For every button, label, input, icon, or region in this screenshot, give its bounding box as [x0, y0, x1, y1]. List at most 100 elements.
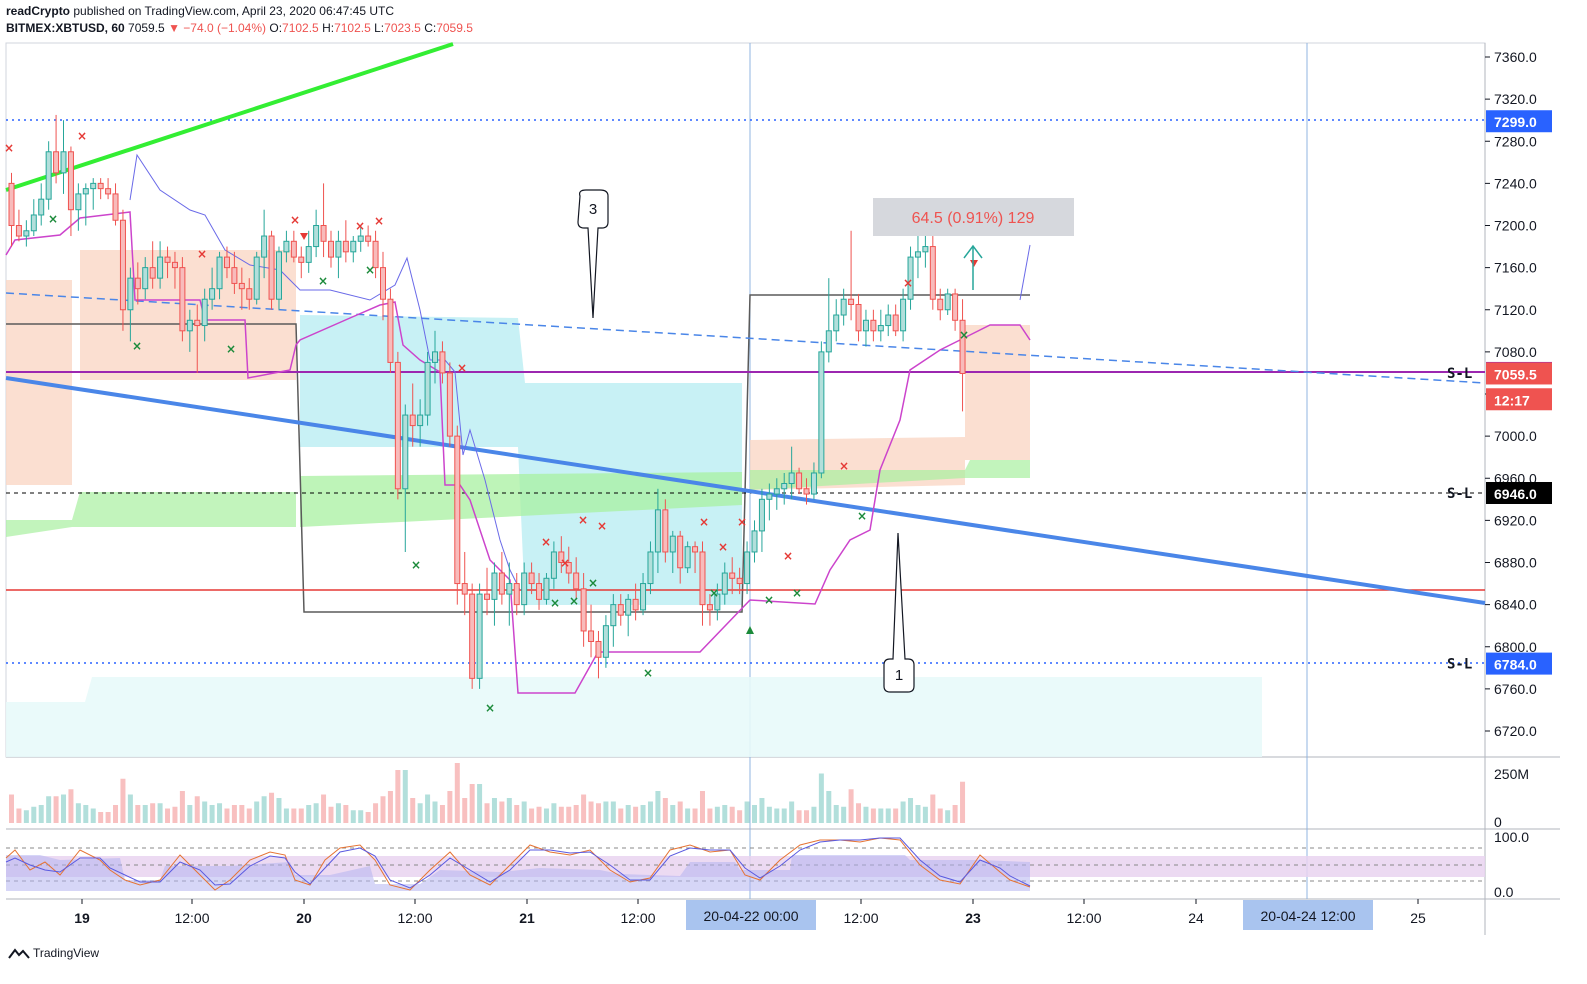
- volume-bar: [462, 798, 468, 823]
- volume-bar: [202, 801, 208, 823]
- measure-arrow: [963, 244, 983, 290]
- candle: [565, 546, 572, 584]
- candle: [580, 573, 587, 647]
- candle: [305, 230, 312, 273]
- candle: [922, 230, 929, 268]
- volume-bar: [365, 812, 371, 823]
- time-tick: 23: [965, 910, 981, 926]
- volume-bar: [31, 806, 37, 823]
- purple-indicator-line: [1019, 244, 1031, 301]
- symbol-label[interactable]: BITMEX:XBTUSD, 60: [6, 21, 125, 35]
- candle: [521, 562, 528, 616]
- time-tick: 25: [1410, 910, 1426, 926]
- candle: [751, 520, 758, 563]
- time-highlight-2[interactable]: [1243, 900, 1373, 930]
- candle: [818, 341, 825, 479]
- osc-fill: [6, 855, 1030, 891]
- candle: [914, 236, 921, 279]
- volume-bar: [610, 801, 616, 823]
- candle: [558, 536, 565, 574]
- sell-marker: ×: [355, 219, 365, 233]
- author-name[interactable]: readCrypto: [6, 4, 71, 18]
- candle: [610, 594, 617, 647]
- candle: [216, 251, 223, 300]
- candle: [885, 304, 892, 337]
- price-tick: 7360.0: [1494, 49, 1537, 65]
- candle: [662, 499, 669, 563]
- candle: [677, 530, 684, 584]
- volume-bar: [848, 789, 854, 823]
- price-label: 7299.0: [1494, 114, 1537, 130]
- candle: [320, 183, 327, 258]
- candle: [513, 573, 520, 616]
- trendline-blue[interactable]: [5, 376, 1486, 605]
- sl-marker: S-L: [1447, 486, 1472, 502]
- cloud-zone-cyan: [300, 315, 742, 605]
- volume-bar: [529, 808, 535, 823]
- volume-bar: [269, 792, 275, 823]
- candles[interactable]: [8, 114, 966, 689]
- last-price: 7059.5: [128, 21, 165, 35]
- candle: [588, 604, 595, 658]
- volume-bar: [432, 801, 438, 823]
- volume-bar: [781, 808, 787, 823]
- sell-marker: ×: [197, 247, 207, 261]
- volume-bar: [893, 808, 899, 823]
- price-axis[interactable]: 7360.0 7320.0 7280.0 7240.0 7200.0 7160.0 7120…: [1485, 49, 1537, 739]
- volume-bar: [863, 806, 869, 823]
- measure-box[interactable]: [873, 198, 1074, 236]
- candle: [848, 230, 855, 321]
- price-labels: 7299.07060.0S-L7059.512:176946.0S-L6784.…: [1447, 110, 1552, 675]
- volume-bar: [811, 806, 817, 823]
- candle: [380, 251, 386, 321]
- candle: [506, 562, 513, 626]
- callout-3-bubble[interactable]: [577, 189, 609, 319]
- price-tick: 7320.0: [1494, 91, 1537, 107]
- sell-marker: ×: [560, 556, 570, 570]
- volume-bar: [194, 796, 200, 823]
- volume-bar: [692, 808, 698, 823]
- volume-bar: [16, 808, 22, 823]
- osc-tick-0: 0.0: [1494, 884, 1514, 900]
- candle: [231, 251, 238, 294]
- price-label-box: [1486, 110, 1552, 133]
- sell-marker: ×: [903, 276, 913, 290]
- time-tick: 20: [296, 910, 312, 926]
- publish-info: readCrypto published on TradingView.com,…: [6, 4, 394, 18]
- time-highlight-1[interactable]: [686, 900, 816, 930]
- callout-1-bubble[interactable]: [883, 532, 915, 693]
- price-label-box: [1486, 652, 1552, 675]
- sell-marker: ×: [699, 515, 709, 529]
- time-highlight-1-label: 20-04-22 00:00: [704, 908, 799, 924]
- time-axis[interactable]: 19 12:00 20 12:00 21 12:00 12:00 23 12:00 24 25: [74, 899, 1426, 926]
- sell-marker: ×: [290, 213, 300, 227]
- candle: [164, 246, 171, 279]
- candle: [736, 567, 743, 595]
- volume-bar: [752, 805, 757, 823]
- volume-bar: [841, 806, 847, 823]
- volume-bar: [729, 806, 735, 823]
- volume-bar: [105, 812, 111, 823]
- volume-bar: [425, 794, 431, 823]
- volume-bar: [387, 791, 393, 823]
- volume-bar: [120, 778, 126, 823]
- candle: [729, 557, 736, 595]
- trendline-green[interactable]: [5, 42, 454, 192]
- time-tick: 12:00: [174, 910, 209, 926]
- time-tick: 19: [74, 910, 90, 926]
- volume-bar: [804, 810, 810, 823]
- volume-bar: [744, 801, 750, 823]
- volume-bar: [53, 796, 59, 823]
- callout-1-label: 1: [895, 667, 903, 684]
- volume-bar: [543, 808, 549, 823]
- candle: [38, 183, 45, 226]
- tradingview-footer[interactable]: TradingView: [8, 946, 99, 960]
- candle: [937, 288, 944, 321]
- price-label: 6946.0: [1494, 486, 1537, 502]
- volume-bar: [417, 803, 423, 823]
- volume-bar: [231, 805, 237, 823]
- volume-bar: [640, 805, 646, 823]
- price-label: 7059.5: [1494, 366, 1537, 382]
- high-label: H:: [322, 21, 335, 35]
